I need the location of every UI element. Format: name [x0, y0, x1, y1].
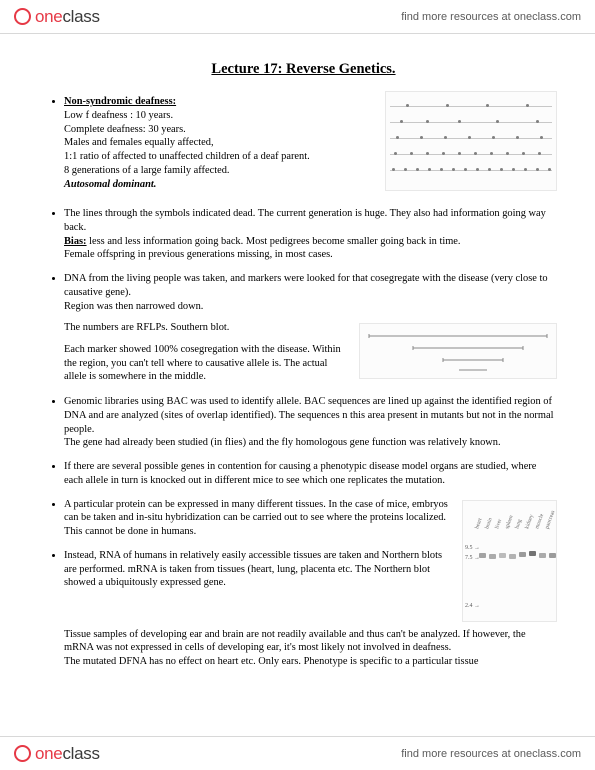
pedigree-figure: [385, 91, 557, 191]
document-body: Lecture 17: Reverse Genetics. Non-syndro…: [0, 34, 595, 736]
bullet-lines: The lines through the symbols indicated …: [64, 207, 557, 262]
bullet-bac: Genomic libraries using BAC was used to …: [64, 395, 557, 450]
line: Autosomal dominant.: [64, 179, 156, 190]
rflp-map-figure: [359, 323, 557, 379]
line: 1:1 ratio of affected to unaffected chil…: [64, 151, 310, 162]
line: The numbers are RFLPs. Southern blot.: [64, 322, 229, 333]
tagline: find more resources at oneclass.com: [401, 748, 581, 760]
brand-one: oneclass: [35, 744, 100, 764]
bullet-genes: If there are several possible genes in c…: [64, 460, 557, 487]
gel-tick: 9.5 →: [465, 545, 480, 553]
brand-logo: oneclass: [14, 7, 100, 27]
line: Complete deafness: 30 years.: [64, 124, 186, 135]
northern-blot-figure: heart brain liver spleen lung kidney mus…: [462, 500, 557, 622]
line: DNA from the living people was taken, an…: [64, 273, 548, 298]
line: The lines through the symbols indicated …: [64, 208, 546, 233]
bullet-nonsyndromic: Non-syndromic deafness: Low f deafness :…: [64, 95, 557, 197]
line: Female offspring in previous generations…: [64, 249, 333, 260]
brand-one: oneclass: [35, 7, 100, 27]
line: Males and females equally affected,: [64, 137, 214, 148]
gel-col-label: liver: [494, 518, 504, 530]
bias-label: Bias:: [64, 236, 87, 247]
page-footer: oneclass find more resources at oneclass…: [0, 736, 595, 770]
line: Region was then narrowed down.: [64, 301, 203, 312]
page-header: oneclass find more resources at oneclass…: [0, 0, 595, 34]
logo-ring-icon: [14, 745, 31, 762]
line: Instead, RNA of humans in relatively eas…: [64, 550, 442, 588]
lecture-title: Lecture 17: Reverse Genetics.: [50, 60, 557, 79]
gel-col-label: pancreas: [544, 509, 557, 530]
gel-tick: 7.5 →: [465, 555, 480, 563]
gel-col-label: lung: [514, 518, 524, 530]
map-svg: [363, 326, 553, 376]
line: Genomic libraries using BAC was used to …: [64, 396, 553, 434]
pedigree-scribble: [386, 92, 556, 190]
line: Tissue samples of developing ear and bra…: [64, 629, 526, 654]
line: The gene had already been studied (in fl…: [64, 437, 501, 448]
line: less and less information going back. Mo…: [87, 236, 461, 247]
gel-tick: 2.4 →: [465, 603, 480, 611]
line: 8 generations of a large family affected…: [64, 165, 230, 176]
line: Low f deafness : 10 years.: [64, 110, 173, 121]
line: A particular protein can be expressed in…: [64, 499, 448, 537]
bullet-protein: heart brain liver spleen lung kidney mus…: [64, 498, 557, 539]
notes-list: Non-syndromic deafness: Low f deafness :…: [50, 95, 557, 669]
bullet-dna: DNA from the living people was taken, an…: [64, 272, 557, 385]
line: Each marker showed 100% cosegregation wi…: [64, 344, 341, 382]
gel-col-label: brain: [484, 517, 495, 530]
line: If there are several possible genes in c…: [64, 461, 536, 486]
tagline: find more resources at oneclass.com: [401, 11, 581, 23]
brand-logo: oneclass: [14, 744, 100, 764]
line: The mutated DFNA has no effect on heart …: [64, 656, 478, 667]
subhead: Non-syndromic deafness:: [64, 96, 176, 107]
gel-col-label: heart: [474, 517, 485, 530]
logo-ring-icon: [14, 8, 31, 25]
